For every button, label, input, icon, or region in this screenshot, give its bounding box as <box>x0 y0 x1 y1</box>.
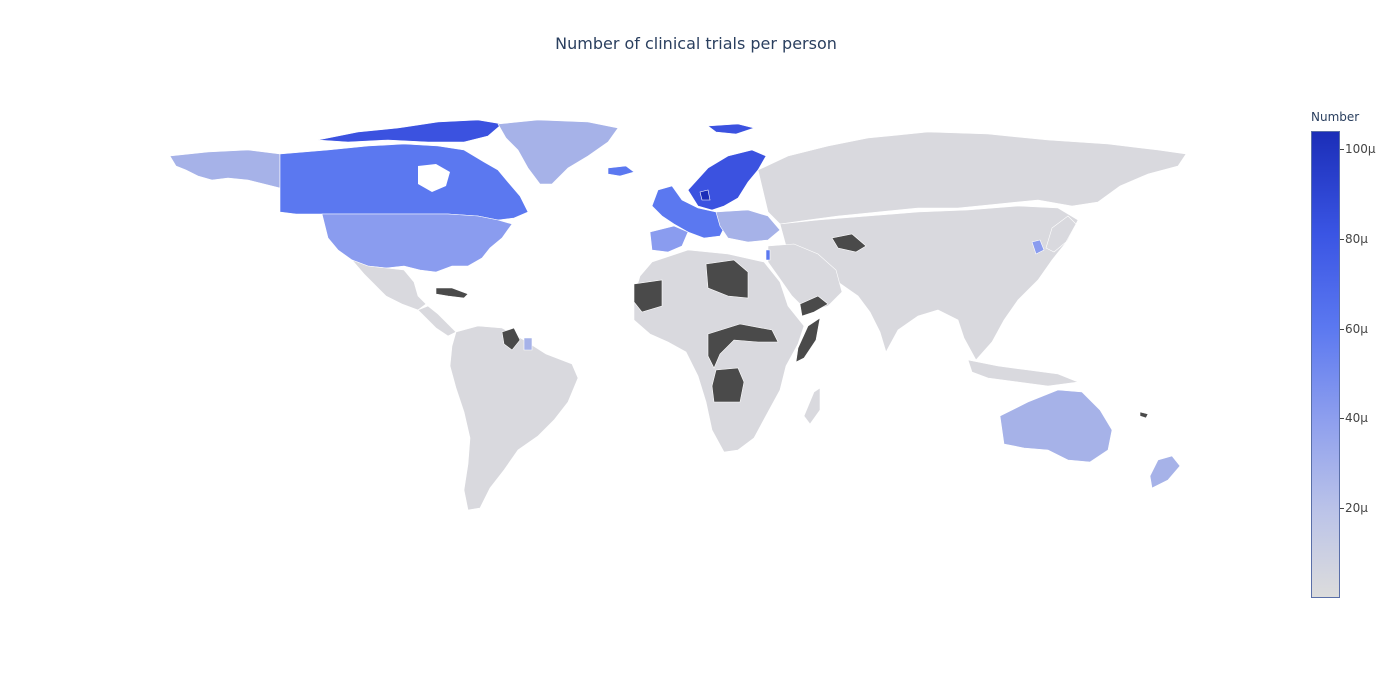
region-western-europe[interactable] <box>651 185 729 239</box>
region-turkmenistan[interactable] <box>831 233 867 253</box>
region-new-caledonia[interactable] <box>1139 411 1149 419</box>
region-mexico[interactable] <box>351 259 427 311</box>
region-united-states[interactable] <box>321 213 513 273</box>
region-russia[interactable] <box>757 131 1187 225</box>
region-south-america[interactable] <box>449 325 579 511</box>
chart-title: Number of clinical trials per person <box>555 34 837 53</box>
region-alaska[interactable] <box>169 149 281 189</box>
colorbar-tick-label: 100μ <box>1345 141 1376 156</box>
region-australia[interactable] <box>999 389 1113 463</box>
colorbar-tick-mark <box>1340 148 1344 150</box>
region-middle-east[interactable] <box>767 243 843 313</box>
colorbar[interactable] <box>1311 131 1340 598</box>
colorbar-tick-mark <box>1340 238 1344 240</box>
colorbar-tick-mark <box>1340 328 1344 330</box>
region-svalbard[interactable] <box>707 123 756 135</box>
region-new-zealand[interactable] <box>1149 455 1181 489</box>
region-suriname[interactable] <box>523 337 533 351</box>
colorbar-tick-mark <box>1340 418 1344 420</box>
region-mauritania[interactable] <box>633 279 663 313</box>
region-eastern-europe[interactable] <box>715 209 781 243</box>
region-venezuela[interactable] <box>501 327 521 351</box>
region-central-african-band[interactable] <box>707 323 779 369</box>
region-denmark[interactable] <box>699 189 711 201</box>
region-somalia[interactable] <box>795 317 821 363</box>
region-iberia[interactable] <box>649 225 689 253</box>
region-central-america[interactable] <box>417 305 457 337</box>
colorbar-title: Number <box>1311 110 1360 124</box>
region-scandinavia[interactable] <box>687 149 767 211</box>
region-libya[interactable] <box>705 259 749 299</box>
colorbar-tick-label: 20μ <box>1345 501 1368 516</box>
region-canadian-arctic[interactable] <box>317 120 503 143</box>
colorbar-tick-mark <box>1340 508 1344 510</box>
region-south-korea[interactable] <box>1031 239 1045 255</box>
colorbar-tick-label: 80μ <box>1345 231 1368 246</box>
region-cuba[interactable] <box>435 287 469 299</box>
region-israel[interactable] <box>765 249 771 261</box>
region-madagascar[interactable] <box>803 387 821 425</box>
region-greenland[interactable] <box>497 120 619 185</box>
region-japan[interactable] <box>1045 215 1077 253</box>
region-yemen[interactable] <box>799 295 829 317</box>
region-angola[interactable] <box>711 367 745 403</box>
region-hudson-bay <box>418 164 450 192</box>
region-indonesia[interactable] <box>967 359 1080 387</box>
region-iceland[interactable] <box>607 165 635 177</box>
region-canada-mainland[interactable] <box>279 143 529 221</box>
colorbar-tick-label: 40μ <box>1345 411 1368 426</box>
world-choropleth-map[interactable] <box>168 120 1188 515</box>
colorbar-tick-label: 60μ <box>1345 321 1368 336</box>
